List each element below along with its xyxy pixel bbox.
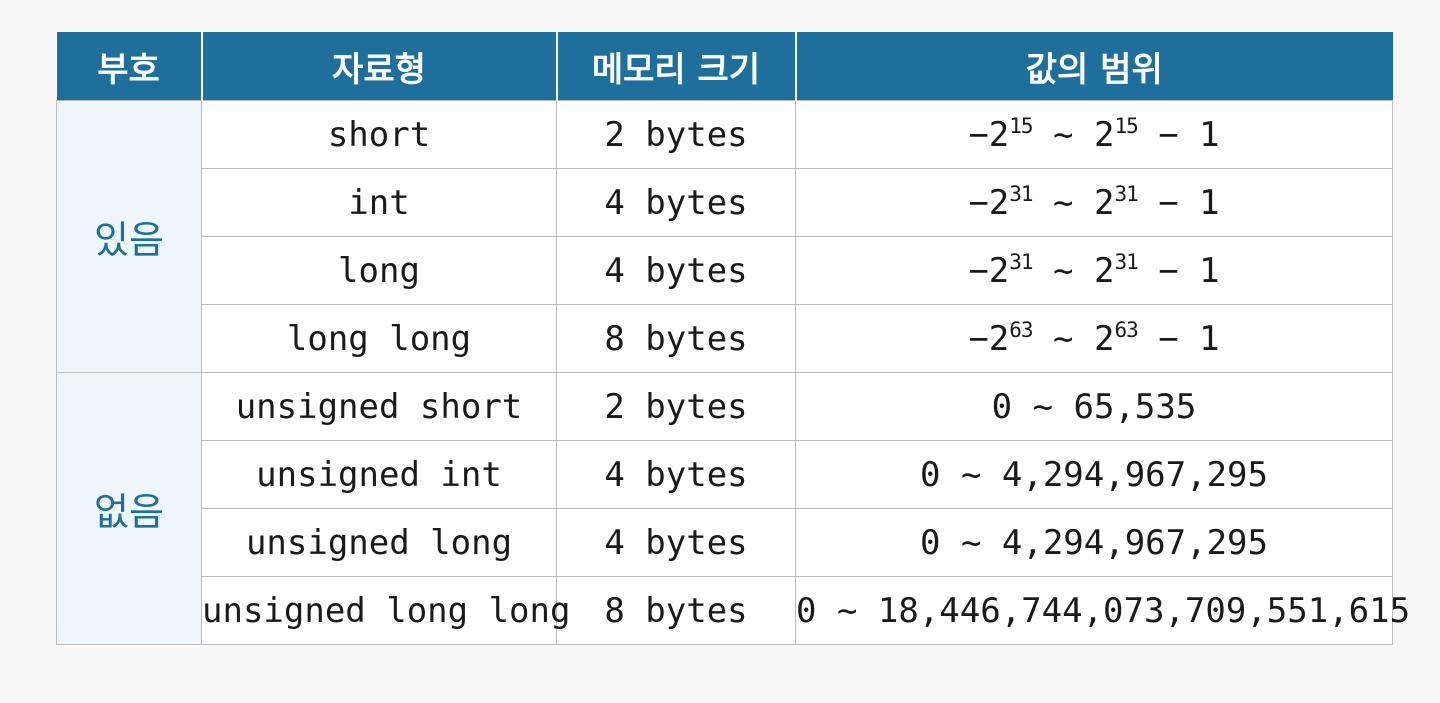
type-cell: unsigned int [201, 440, 557, 509]
range-tail: − 1 [1137, 182, 1220, 223]
range-exponent: 31 [1114, 181, 1138, 206]
size-cell: 8 bytes [556, 576, 796, 645]
type-cell: short [201, 100, 557, 169]
type-cell: unsigned long long [201, 576, 570, 645]
range-tail: − 1 [1137, 114, 1220, 155]
size-cell: 4 bytes [556, 440, 796, 509]
type-cell: unsigned long [201, 508, 557, 577]
header-size: 메모리 크기 [556, 32, 797, 101]
type-cell: int [201, 168, 557, 237]
type-cell: unsigned short [201, 372, 557, 441]
range-exponent: 63 [1009, 317, 1033, 342]
range-cell: 0 ~ 4,294,967,295 [795, 508, 1393, 577]
range-lead: −2 [968, 250, 1010, 291]
size-cell: 2 bytes [556, 372, 796, 441]
table-row: unsigned long 4 bytes 0 ~ 4,294,967,295 [57, 508, 1393, 577]
table-row: long 4 bytes −231 ~ 231 − 1 [57, 236, 1393, 305]
range-tail: − 1 [1137, 250, 1220, 291]
table-row: 있음 short 2 bytes −215 ~ 215 − 1 [56, 100, 1393, 373]
range-cell: 0 ~ 18,446,744,073,709,551,615 [795, 576, 1410, 645]
header-row: 부호 자료형 메모리 크기 값의 범위 [56, 32, 1393, 101]
header-type: 자료형 [201, 32, 558, 101]
table-row: int 4 bytes −231 ~ 231 − 1 [57, 168, 1393, 237]
size-cell: 4 bytes [556, 168, 796, 237]
range-lead: −2 [968, 114, 1010, 155]
data-type-table: 부호 자료형 메모리 크기 값의 범위 있음 short 2 bytes −21… [56, 32, 1410, 645]
table-row: 없음 unsigned short 2 bytes 0 ~ 65,535 [56, 372, 1393, 645]
size-cell: 8 bytes [556, 304, 796, 373]
size-cell: 4 bytes [556, 508, 796, 577]
table-row: unsigned int 4 bytes 0 ~ 4,294,967,295 [57, 440, 1393, 509]
size-cell: 2 bytes [556, 100, 796, 169]
range-exponent: 31 [1009, 181, 1033, 206]
type-cell: long [201, 236, 557, 305]
data-type-table-container: 부호 자료형 메모리 크기 값의 범위 있음 short 2 bytes −21… [56, 32, 1410, 645]
range-mid: ~ 2 [1032, 114, 1115, 155]
range-exponent: 15 [1009, 113, 1033, 138]
type-cell: long long [201, 304, 557, 373]
range-cell: −263 ~ 263 − 1 [795, 304, 1393, 373]
range-tail: − 1 [1137, 318, 1220, 359]
range-cell: −231 ~ 231 − 1 [795, 168, 1393, 237]
range-mid: ~ 2 [1032, 182, 1115, 223]
range-mid: ~ 2 [1032, 318, 1115, 359]
range-cell: 0 ~ 4,294,967,295 [795, 440, 1393, 509]
size-cell: 4 bytes [556, 236, 796, 305]
range-lead: −2 [968, 182, 1010, 223]
range-exponent: 31 [1009, 249, 1033, 274]
table-row: unsigned long long 8 bytes 0 ~ 18,446,74… [57, 576, 1410, 645]
header-sign: 부호 [56, 32, 203, 101]
range-cell: 0 ~ 65,535 [795, 372, 1393, 441]
range-cell: −231 ~ 231 − 1 [795, 236, 1393, 305]
range-exponent: 31 [1114, 249, 1138, 274]
header-range: 값의 범위 [795, 32, 1393, 101]
range-exponent: 63 [1114, 317, 1138, 342]
range-exponent: 15 [1114, 113, 1138, 138]
group-unsigned: 없음 [56, 372, 202, 645]
range-lead: −2 [968, 318, 1010, 359]
group-signed: 있음 [56, 100, 202, 373]
range-mid: ~ 2 [1032, 250, 1115, 291]
range-cell: −215 ~ 215 − 1 [795, 100, 1393, 169]
table-row: long long 8 bytes −263 ~ 263 − 1 [57, 304, 1393, 373]
